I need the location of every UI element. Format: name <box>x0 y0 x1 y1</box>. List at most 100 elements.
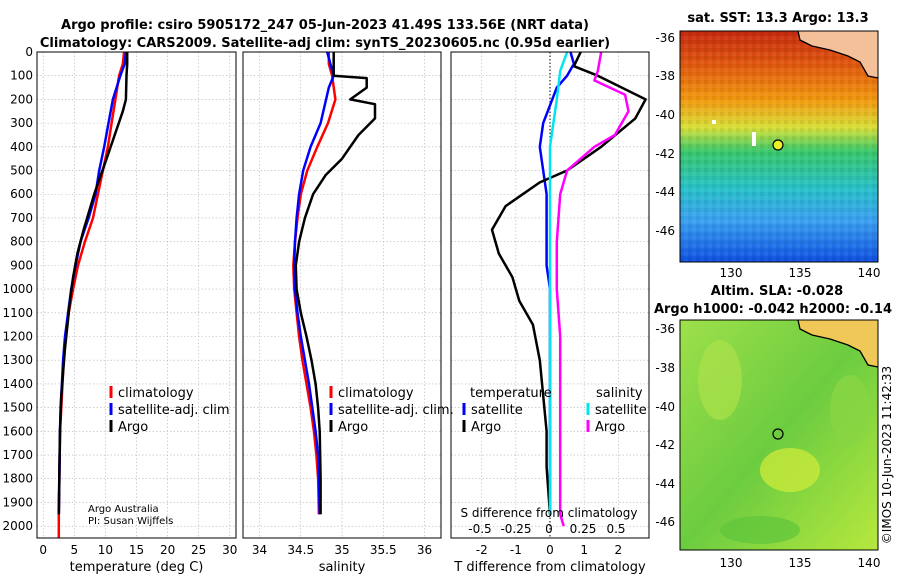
axes-frame <box>450 51 650 539</box>
y-tick-label: 700 <box>10 211 33 225</box>
y-tick: -36 <box>655 322 675 336</box>
legend-t-argo: Argo <box>471 420 501 435</box>
y-tick: -46 <box>655 515 675 529</box>
series-line <box>57 52 129 515</box>
y-tick-label: 100 <box>10 69 33 83</box>
x-tick: 130 <box>720 266 743 280</box>
x-axis-label: salinity <box>319 560 366 575</box>
x2-tick: -0.5 <box>468 522 491 536</box>
x-tick: 135 <box>789 556 812 570</box>
x-tick-label: 25 <box>191 543 206 557</box>
x-tick-label: 0 <box>39 543 47 557</box>
y-tick: -44 <box>655 477 675 491</box>
y-tick-label: 1100 <box>2 306 33 320</box>
legend-climatology: climatology <box>338 386 414 401</box>
annotation-argo-australia: Argo Australia <box>88 504 159 515</box>
x2-axis-label: S difference from climatology <box>461 506 638 520</box>
coastline <box>797 30 879 79</box>
sst-map-title: sat. SST: 13.3 Argo: 13.3 <box>687 11 868 26</box>
x-axis-label: T difference from climatology <box>453 560 646 575</box>
argo-position-marker <box>772 139 784 151</box>
x-tick-label: 5 <box>70 543 78 557</box>
x2-tick: -0.25 <box>500 522 531 536</box>
series-line <box>555 51 630 527</box>
x-tick-label: 34.5 <box>287 543 314 557</box>
x-tick-label: 35 <box>334 543 349 557</box>
sst-frame <box>679 30 879 263</box>
header-line-2: Climatology: CARS2009. Satellite-adj cli… <box>40 36 610 51</box>
x-tick: 140 <box>858 266 881 280</box>
y-tick: -36 <box>655 31 675 45</box>
x-tick-label: 2 <box>614 543 622 557</box>
legend-s-argo: Argo <box>595 420 625 435</box>
legend-satellite-adj: satellite-adj. clim <box>118 403 230 418</box>
legend-salinity-title: salinity <box>596 386 643 401</box>
x-tick-label: 36 <box>417 543 432 557</box>
coastline <box>797 319 879 368</box>
argo-position-marker <box>772 428 784 440</box>
difference-legend: temperature satellite Argo salinity sate… <box>462 386 647 435</box>
sla-map <box>679 319 879 551</box>
x-tick-label: -1 <box>510 543 522 557</box>
y-tick: -42 <box>655 438 675 452</box>
sla-map-title-2: Argo h1000: -0.042 h2000: -0.14 <box>654 302 892 317</box>
x-tick-label: -2 <box>476 543 488 557</box>
y-tick-label: 500 <box>10 164 33 178</box>
x-tick-label: 20 <box>160 543 175 557</box>
series-line <box>490 51 647 515</box>
y-tick-label: 1800 <box>2 472 33 486</box>
y-tick: -40 <box>655 400 675 414</box>
x-tick: 130 <box>720 556 743 570</box>
y-tick-label: 1300 <box>2 353 33 367</box>
y-tick-label: 1000 <box>2 282 33 296</box>
series-line <box>294 52 377 515</box>
legend-temperature-title: temperature <box>470 386 552 401</box>
temperature-legend: climatology satellite-adj. clim Argo <box>109 386 230 435</box>
salinity-secondary-axis: S difference from climatology -0.5 -0.25… <box>461 506 638 536</box>
y-tick: -40 <box>655 108 675 122</box>
x-axis-label: temperature (deg C) <box>70 560 204 575</box>
sla-map-axes: -36 -38 -40 -42 -44 -46 130 135 140 <box>655 322 880 570</box>
difference-panel: -2 -1 0 1 2 T difference from climatology <box>450 51 650 575</box>
sla-blob <box>760 448 820 492</box>
y-tick-label: 1200 <box>2 329 33 343</box>
series-line <box>548 51 569 515</box>
x-tick-label: 35.5 <box>370 543 397 557</box>
legend-s-satellite: satellite <box>595 403 647 418</box>
x-tick-label: 34 <box>252 543 267 557</box>
header-line-1: Argo profile: csiro 5905172_247 05-Jun-2… <box>61 18 589 33</box>
y-tick-label: 600 <box>10 187 33 201</box>
annotation-pi: PI: Susan Wijffels <box>88 516 173 527</box>
sst-map <box>679 30 879 263</box>
sla-blob <box>698 340 742 420</box>
legend-t-satellite: satellite <box>471 403 523 418</box>
x-tick-label: 30 <box>222 543 237 557</box>
legend-argo: Argo <box>118 420 148 435</box>
x-tick-label: 10 <box>98 543 113 557</box>
x-tick-label: 15 <box>129 543 144 557</box>
temperature-annotation: Argo Australia PI: Susan Wijffels <box>88 504 173 527</box>
y-tick-label: 1900 <box>2 495 33 509</box>
land-australia <box>798 320 878 367</box>
y-tick-label: 400 <box>10 140 33 154</box>
y-tick-label: 1500 <box>2 401 33 415</box>
x-tick: 140 <box>858 556 881 570</box>
series-line <box>292 51 335 515</box>
y-tick: -38 <box>655 69 675 83</box>
y-tick-label: 1400 <box>2 377 33 391</box>
sla-blob <box>830 375 870 445</box>
cloud-mask <box>752 132 756 146</box>
y-tick-label: 0 <box>25 45 33 59</box>
credit-timestamp: ©IMOS 10-Jun-2023 11:42:33 <box>880 366 894 544</box>
legend-argo: Argo <box>338 420 368 435</box>
y-tick: -42 <box>655 147 675 161</box>
x-tick: 135 <box>789 266 812 280</box>
axes-frame <box>36 51 237 539</box>
x-tick-label: 1 <box>580 543 588 557</box>
legend-satellite-adj: satellite-adj. clim. <box>338 403 454 418</box>
temperature-panel: 0100200300400500600700800900100011001200… <box>2 45 237 575</box>
salinity-legend: climatology satellite-adj. clim. Argo <box>329 386 454 435</box>
axes-frame <box>242 51 442 539</box>
x2-tick: 0 <box>545 522 553 536</box>
